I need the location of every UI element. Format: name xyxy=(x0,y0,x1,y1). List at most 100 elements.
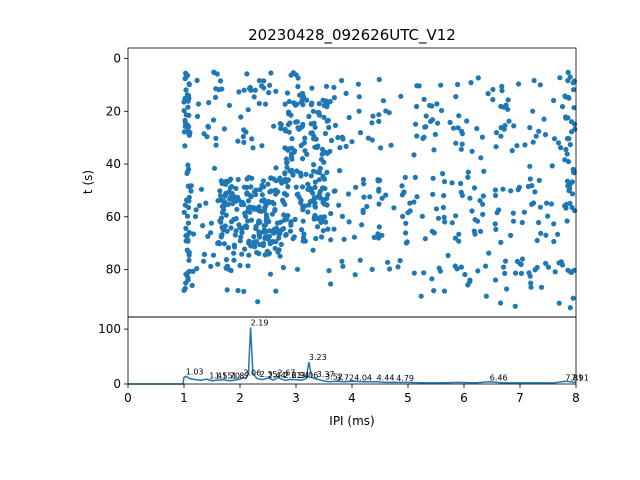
scatter-point-734 xyxy=(536,128,542,134)
scatter-point-639 xyxy=(555,231,561,237)
scatter-point-697 xyxy=(499,83,505,89)
scatter-point-658 xyxy=(480,201,486,207)
scatter-point-894 xyxy=(562,157,568,163)
scatter-point-533 xyxy=(312,215,319,221)
scatter-point-574 xyxy=(376,224,382,230)
scatter-point-722 xyxy=(246,85,253,91)
scatter-point-661 xyxy=(545,213,551,219)
scatter-point-769 xyxy=(453,140,459,146)
scatter-point-608 xyxy=(510,218,517,224)
scatter-point-844 xyxy=(421,270,427,276)
scatter-point-175 xyxy=(184,213,191,219)
scatter-point-417 xyxy=(288,154,295,160)
scatter-point-54 xyxy=(471,185,478,191)
scatter-point-56 xyxy=(527,125,533,131)
scatter-point-448 xyxy=(305,181,311,187)
scatter-point-38 xyxy=(411,152,417,158)
scatter-point-82 xyxy=(259,143,265,149)
scatter-point-75 xyxy=(278,241,284,247)
scatter-point-624 xyxy=(332,188,338,194)
scatter-point-853 xyxy=(280,264,286,271)
scatter-point-98 xyxy=(440,171,446,177)
scatter-point-122 xyxy=(399,183,405,189)
scatter-point-211 xyxy=(228,225,234,231)
scatter-point-185 xyxy=(186,112,192,118)
scatter-point-846 xyxy=(519,256,526,262)
scatter-point-192 xyxy=(182,76,188,82)
scatter-point-780 xyxy=(293,72,299,78)
scatter-point-70 xyxy=(232,232,238,238)
scatter-point-102 xyxy=(557,75,563,81)
scatter-point-652 xyxy=(544,200,550,206)
scatter-point-543 xyxy=(441,179,448,185)
scatter-point-554 xyxy=(569,191,576,197)
scatter-point-748 xyxy=(555,140,562,146)
scatter-point-646 xyxy=(412,174,418,180)
scatter-points xyxy=(181,69,578,311)
ipi-histogram xyxy=(128,327,577,385)
scatter-point-563 xyxy=(360,207,366,213)
scatter-point-698 xyxy=(559,104,566,110)
scatter-point-174 xyxy=(182,120,188,126)
scatter-point-580 xyxy=(351,234,357,240)
scatter-point-176 xyxy=(186,124,192,130)
scatter-point-858 xyxy=(185,270,191,276)
scatter-point-497 xyxy=(312,204,318,210)
scatter-point-791 xyxy=(337,145,343,151)
scatter-point-670 xyxy=(218,233,224,239)
scatter-point-806 xyxy=(438,82,444,88)
scatter-point-89 xyxy=(370,113,376,119)
scatter-point-108 xyxy=(418,293,424,299)
scatter-point-745 xyxy=(468,80,474,86)
scatter-point-856 xyxy=(194,266,200,272)
scatter-point-746 xyxy=(369,137,375,143)
scatter-point-194 xyxy=(182,143,188,149)
scatter-point-432 xyxy=(316,177,322,183)
scatter-point-682 xyxy=(493,144,499,150)
scatter-point-607 xyxy=(208,220,214,226)
scatter-point-484 xyxy=(302,148,308,154)
x-tick-label-3: 3 xyxy=(292,391,300,405)
scatter-point-770 xyxy=(300,94,307,100)
scatter-point-337 xyxy=(226,189,232,195)
peak-label-20: 6.46 xyxy=(490,373,508,382)
scatter-point-546 xyxy=(403,220,409,226)
scatter-point-711 xyxy=(464,118,470,124)
scatter-point-571 xyxy=(346,219,352,225)
scatter-point-625 xyxy=(405,210,411,216)
scatter-point-576 xyxy=(238,234,244,240)
scatter-point-3 xyxy=(310,247,316,253)
scatter-point-23 xyxy=(346,114,352,121)
scatter-point-189 xyxy=(181,129,187,135)
scatter-point-673 xyxy=(492,192,499,199)
scatter-point-861 xyxy=(567,269,573,275)
scatter-point-495 xyxy=(323,219,329,225)
scatter-point-604 xyxy=(536,219,542,226)
scatter-point-378 xyxy=(251,242,257,248)
scatter-point-555 xyxy=(516,184,523,190)
scatter-point-896 xyxy=(570,166,576,172)
scatter-point-288 xyxy=(257,219,263,225)
scatter-point-129 xyxy=(352,272,358,278)
scatter-point-898 xyxy=(572,208,578,214)
scatter-point-649 xyxy=(458,189,464,195)
scatter-point-826 xyxy=(326,268,332,274)
scatter-point-331 xyxy=(225,245,231,251)
scatter-point-892 xyxy=(565,69,571,75)
scatter-point-32 xyxy=(536,177,542,183)
scatter-point-465 xyxy=(322,130,329,137)
scatter-point-616 xyxy=(307,198,314,205)
scatter-point-836 xyxy=(534,264,540,271)
scatter-point-714 xyxy=(217,78,224,84)
scatter-point-447 xyxy=(303,171,309,177)
scatter-point-88 xyxy=(483,293,489,299)
scatter-point-657 xyxy=(261,227,267,233)
scatter-point-905 xyxy=(566,136,572,142)
scatter-point-73 xyxy=(570,295,576,301)
scatter-point-544 xyxy=(361,181,367,187)
scatter-point-216 xyxy=(242,246,248,252)
scatter-point-766 xyxy=(205,124,212,130)
scatter-point-545 xyxy=(198,186,205,192)
scatter-point-370 xyxy=(247,209,253,215)
peak-label-16: 3.72 xyxy=(336,373,354,382)
